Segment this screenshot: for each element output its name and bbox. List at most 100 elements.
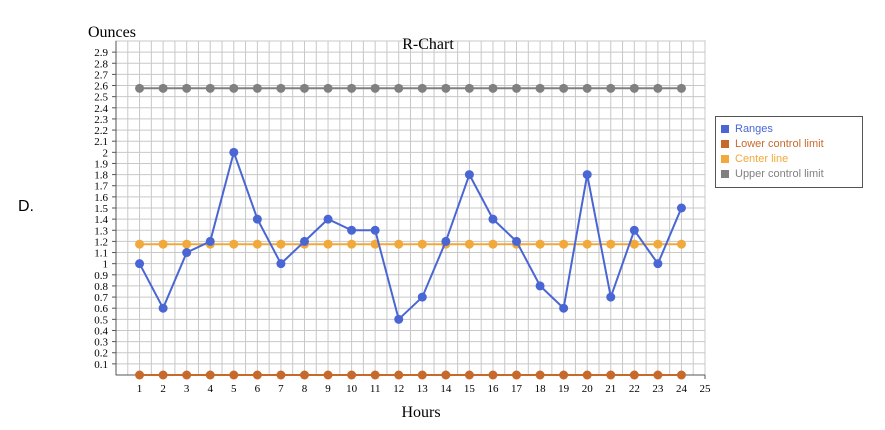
data-point [606, 83, 616, 93]
x-tick-label: 2 [160, 383, 166, 395]
data-point [582, 170, 592, 180]
data-point [347, 83, 357, 93]
y-tick-label: 0.9 [94, 270, 108, 282]
data-point [488, 239, 498, 249]
data-point [135, 370, 145, 380]
data-point [394, 83, 404, 93]
data-point [464, 170, 474, 180]
x-tick-label: 20 [582, 383, 594, 395]
y-axis-label: Ounces [88, 24, 136, 41]
y-tick-label: 2.1 [94, 136, 108, 148]
data-point [229, 83, 239, 93]
data-point [252, 370, 262, 380]
x-tick-label: 16 [487, 383, 499, 395]
data-point [347, 225, 357, 235]
data-point [299, 236, 309, 246]
data-point [370, 225, 380, 235]
data-point [559, 239, 569, 249]
data-point [582, 370, 592, 380]
y-tick-label: 1.1 [94, 248, 108, 260]
data-point [629, 225, 639, 235]
data-point [299, 370, 309, 380]
x-tick-label: 14 [440, 383, 452, 395]
data-point [417, 292, 427, 302]
y-tick-label: 1.4 [94, 214, 108, 226]
data-point [629, 370, 639, 380]
x-tick-label: 17 [511, 383, 523, 395]
legend-label: Lower control limit [735, 137, 824, 150]
y-tick-label: 2.2 [94, 125, 108, 137]
data-point [323, 370, 333, 380]
data-point [370, 370, 380, 380]
data-point [417, 239, 427, 249]
data-point [417, 83, 427, 93]
data-point [582, 239, 592, 249]
x-tick-label: 10 [346, 383, 358, 395]
data-point [488, 214, 498, 224]
data-point [299, 83, 309, 93]
y-tick-label: 1.8 [94, 170, 108, 182]
legend-item: Lower control limit [721, 136, 862, 151]
data-point [488, 83, 498, 93]
data-point [182, 370, 192, 380]
x-tick-label: 8 [302, 383, 308, 395]
data-point [229, 147, 239, 157]
y-tick-label: 1.7 [94, 181, 108, 193]
data-point [205, 236, 215, 246]
x-tick-label: 15 [464, 383, 476, 395]
data-point [535, 281, 545, 291]
x-axis-label: Hours [401, 404, 440, 421]
y-tick-label: 0.1 [94, 359, 108, 371]
data-point [606, 239, 616, 249]
data-point [653, 259, 663, 269]
data-point [158, 303, 168, 313]
data-point [629, 83, 639, 93]
data-point [394, 370, 404, 380]
data-point [464, 370, 474, 380]
data-point [252, 239, 262, 249]
y-tick-label: 2.8 [94, 58, 108, 70]
y-tick-label: 0.7 [94, 292, 108, 304]
x-tick-label: 3 [184, 383, 190, 395]
chart-title: R-Chart [402, 36, 454, 53]
data-point [559, 303, 569, 313]
data-point [535, 83, 545, 93]
data-point [347, 370, 357, 380]
data-point [252, 83, 262, 93]
data-point [276, 259, 286, 269]
data-point [135, 83, 145, 93]
data-point [559, 370, 569, 380]
x-tick-label: 5 [231, 383, 237, 395]
x-tick-label: 13 [417, 383, 429, 395]
y-tick-label: 0.2 [94, 348, 108, 360]
data-point [135, 239, 145, 249]
legend-label: Upper control limit [735, 167, 824, 180]
data-point [276, 83, 286, 93]
y-tick-label: 1.9 [94, 158, 108, 170]
x-tick-label: 7 [278, 383, 284, 395]
data-point [629, 239, 639, 249]
x-tick-label: 4 [207, 383, 213, 395]
data-point [512, 83, 522, 93]
data-point [229, 239, 239, 249]
data-point [441, 236, 451, 246]
y-tick-label: 1 [103, 259, 109, 271]
y-tick-label: 1.2 [94, 236, 108, 248]
y-tick-label: 0.6 [94, 303, 108, 315]
grid [115, 40, 706, 376]
data-point [323, 239, 333, 249]
data-point [323, 214, 333, 224]
data-point [158, 370, 168, 380]
y-tick-label: 1.3 [94, 225, 108, 237]
legend-item: Ranges [721, 121, 862, 136]
data-point [441, 370, 451, 380]
data-point [606, 292, 616, 302]
y-tick-label: 0.8 [94, 281, 108, 293]
y-tick-label: 1.6 [94, 192, 108, 204]
option-label: D. [18, 198, 34, 215]
data-point [535, 239, 545, 249]
data-point [158, 239, 168, 249]
x-tick-label: 18 [535, 383, 547, 395]
series-line-0 [138, 148, 683, 322]
